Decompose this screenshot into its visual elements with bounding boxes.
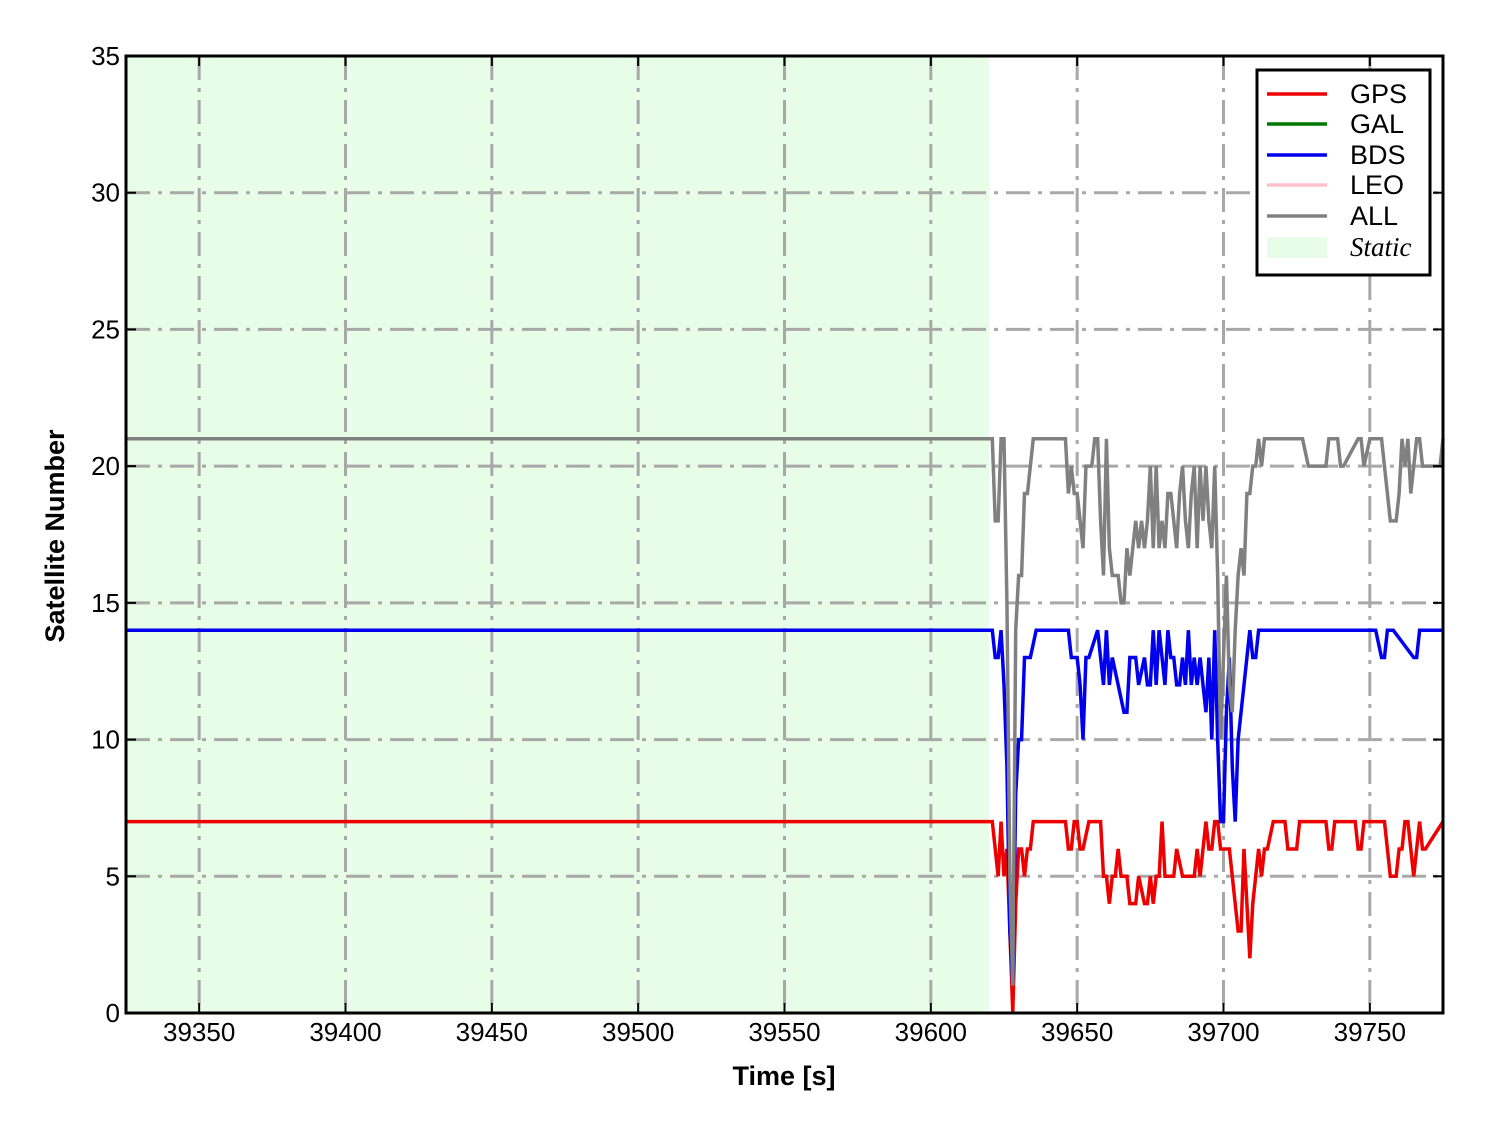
- plot-frame: [124, 54, 1445, 1015]
- y-tick-label-30: 30: [91, 178, 120, 208]
- y-tick-label-25: 25: [91, 314, 120, 344]
- y-tick-label-20: 20: [91, 451, 120, 481]
- x-tick-label-39350: 39350: [163, 1017, 235, 1047]
- legend: GPS GAL BDS LEO ALL Static: [1255, 68, 1432, 277]
- x-tick-label-39500: 39500: [602, 1017, 674, 1047]
- series-lines: [126, 437, 1445, 1014]
- legend-label-bds: BDS: [1350, 140, 1406, 170]
- y-tick-label-0: 0: [106, 998, 120, 1028]
- x-tick-label-39400: 39400: [309, 1017, 381, 1047]
- legend-label-gal: GAL: [1350, 109, 1404, 139]
- legend-label-static: Static: [1350, 232, 1412, 262]
- series-line-bds: [126, 628, 1443, 986]
- axis-ticks: 39350 39400 39450 39500 39550 39600 39650 39700…: [91, 41, 1443, 1047]
- x-tick-label-39600: 39600: [895, 1017, 967, 1047]
- x-axis-title: Time [s]: [732, 1061, 835, 1091]
- legend-label-all: ALL: [1350, 201, 1398, 231]
- y-tick-label-5: 5: [106, 861, 120, 891]
- series-line-all: [126, 437, 1445, 986]
- y-axis-title: Satellite Number: [40, 429, 70, 643]
- series-line-gps: [126, 819, 1445, 1014]
- y-tick-label-10: 10: [91, 725, 120, 755]
- legend-label-leo: LEO: [1350, 170, 1404, 200]
- x-tick-label-39750: 39750: [1334, 1017, 1406, 1047]
- y-tick-label-15: 15: [91, 588, 120, 618]
- y-tick-label-35: 35: [91, 41, 120, 71]
- legend-label-gps: GPS: [1350, 79, 1407, 109]
- grid: [126, 56, 1443, 1013]
- legend-swatch-static: [1267, 237, 1327, 258]
- x-tick-label-39550: 39550: [748, 1017, 820, 1047]
- static-shaded-region: [126, 56, 990, 1013]
- x-tick-label-39450: 39450: [456, 1017, 528, 1047]
- x-tick-label-39700: 39700: [1187, 1017, 1259, 1047]
- x-tick-label-39650: 39650: [1041, 1017, 1113, 1047]
